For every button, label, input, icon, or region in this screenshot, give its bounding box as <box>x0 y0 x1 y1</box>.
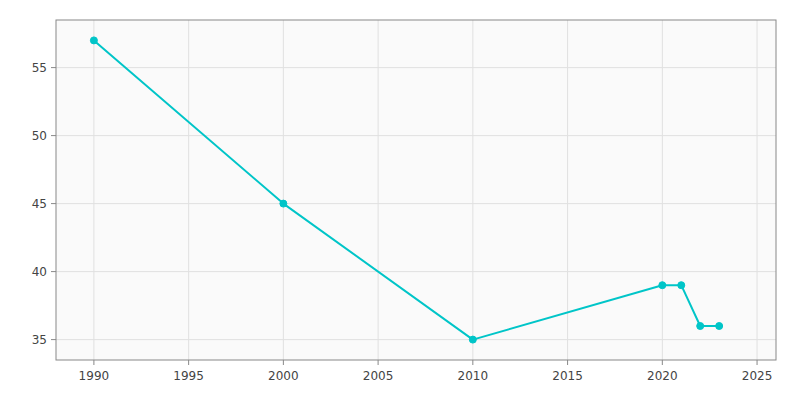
plot-frame <box>56 20 776 360</box>
chart-container: 1990 1995 2000 2005 2010 2015 2020 2025 35 40 45 50… <box>0 0 800 400</box>
x-grid-line <box>283 20 284 360</box>
point <box>90 37 97 44</box>
y-grid-line <box>56 203 776 204</box>
y-tick-label: 45 <box>32 197 47 211</box>
point <box>469 336 476 343</box>
point <box>659 282 666 289</box>
x-tick <box>188 360 189 365</box>
x-grid-line <box>188 20 189 360</box>
point <box>697 323 704 330</box>
y-grid-line <box>56 67 776 68</box>
series <box>90 37 722 343</box>
plot-background <box>56 20 776 360</box>
x-grid-line <box>93 20 94 360</box>
chart-svg: 1990 1995 2000 2005 2010 2015 2020 2025 35 40 45 50… <box>0 0 800 400</box>
x-tick <box>567 360 568 365</box>
y-grid-line <box>56 135 776 136</box>
y-tick-label: 35 <box>32 333 47 347</box>
y-tick-label: 50 <box>32 129 47 143</box>
x-grid-line <box>567 20 568 360</box>
x-grid-line <box>472 20 473 360</box>
x-tick-label: 2015 <box>552 369 583 383</box>
x-tick-label: 1990 <box>79 369 110 383</box>
x-tick-label: 2005 <box>363 369 394 383</box>
x-grid-line <box>662 20 663 360</box>
x-tick <box>378 360 379 365</box>
x-tick <box>283 360 284 365</box>
x-tick <box>93 360 94 365</box>
tick-labels: 1990 1995 2000 2005 2010 2015 2020 2025 35 40 45 50… <box>32 61 773 383</box>
x-tick-label: 2020 <box>647 369 678 383</box>
x-tick-label: 1995 <box>173 369 204 383</box>
y-tick <box>51 339 56 340</box>
x-tick <box>472 360 473 365</box>
x-grid-line <box>757 20 758 360</box>
y-tick-label: 40 <box>32 265 47 279</box>
y-grid-line <box>56 339 776 340</box>
y-tick-label: 55 <box>32 61 47 75</box>
x-tick <box>662 360 663 365</box>
x-tick-label: 2010 <box>458 369 489 383</box>
line <box>94 40 719 339</box>
y-tick <box>51 271 56 272</box>
x-tick-label: 2025 <box>742 369 773 383</box>
point <box>716 323 723 330</box>
x-tick-label: 2000 <box>268 369 299 383</box>
point <box>678 282 685 289</box>
x-tick <box>757 360 758 365</box>
grid <box>51 20 776 365</box>
y-tick <box>51 67 56 68</box>
point <box>280 200 287 207</box>
y-tick <box>51 203 56 204</box>
y-grid-line <box>56 271 776 272</box>
y-tick <box>51 135 56 136</box>
x-grid-line <box>378 20 379 360</box>
